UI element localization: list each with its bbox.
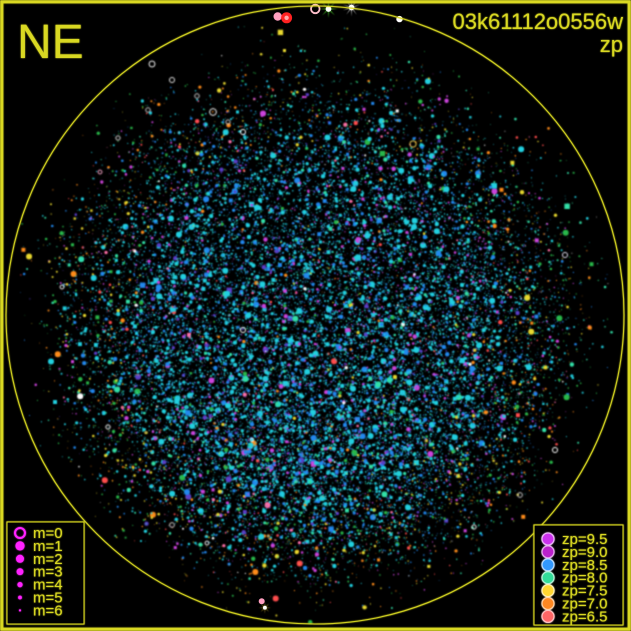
svg-text:03k61112o0556w: 03k61112o0556w: [453, 9, 624, 34]
svg-text:m=6: m=6: [33, 602, 63, 619]
svg-text:zp: zp: [600, 32, 623, 57]
svg-text:zp=6.5: zp=6.5: [562, 608, 607, 625]
svg-text:NE: NE: [17, 16, 84, 69]
